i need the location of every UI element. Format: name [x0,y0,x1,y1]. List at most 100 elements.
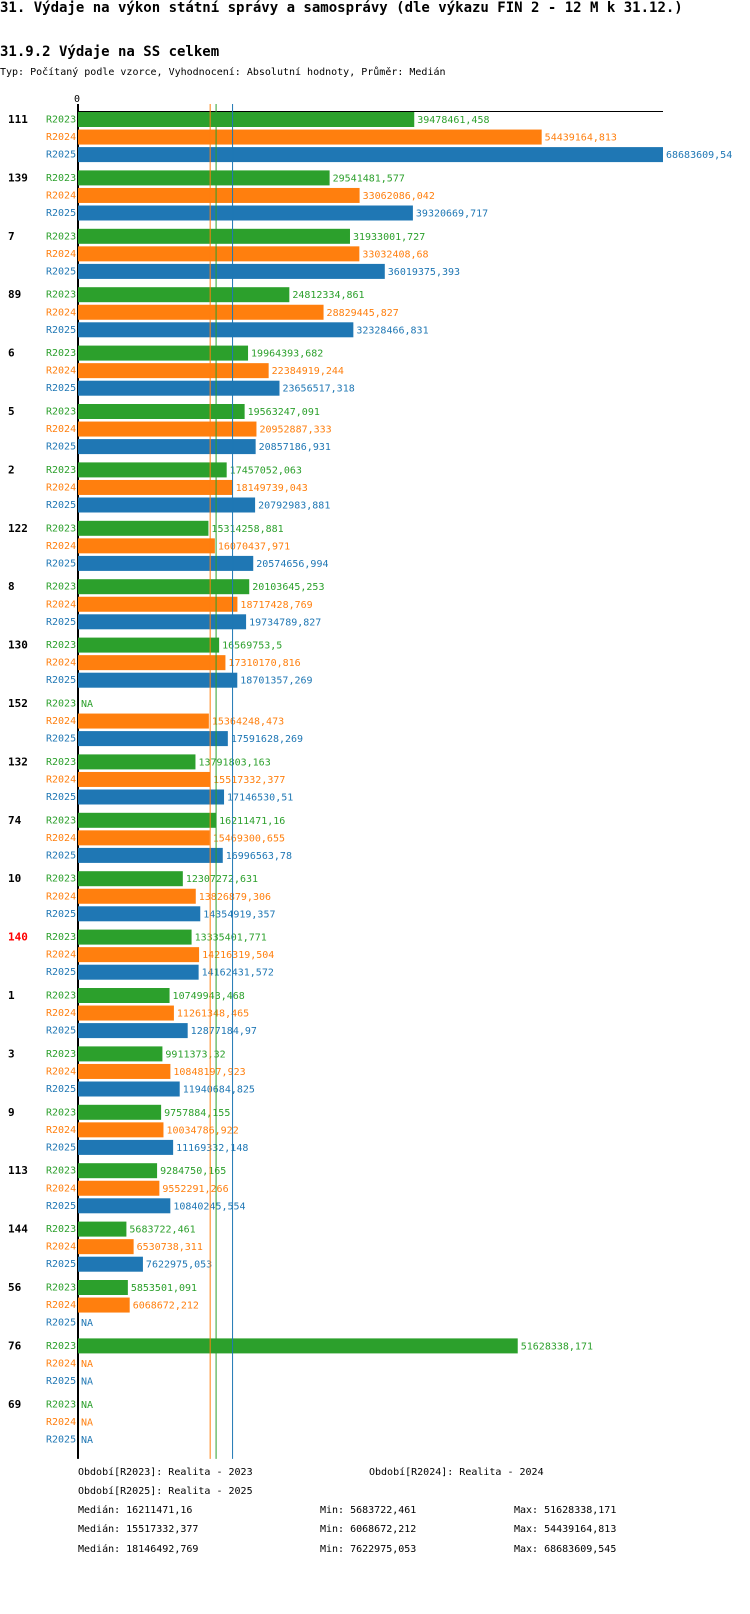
bar-111-R2025 [78,147,663,163]
series-label-6-R2025: R2025 [46,383,76,394]
category-label-139: 139 [8,171,28,184]
category-label-74: 74 [8,814,22,827]
value-label-56-R2023: 5853501,091 [131,1283,197,1294]
category-label-7: 7 [8,230,15,243]
series-label-2-R2023: R2023 [46,465,76,476]
bar-1-R2024 [78,1005,174,1021]
series-label-122-R2024: R2024 [46,541,76,552]
bar-9-R2024 [78,1122,164,1138]
bar-5-R2024 [78,421,257,437]
value-label-122-R2024: 16070437,971 [218,541,290,552]
bar-5-R2023 [78,404,245,419]
bar-74-R2024 [78,830,210,846]
value-label-74-R2023: 16211471,16 [219,816,285,827]
value-label-2-R2024: 18149739,043 [236,483,308,494]
category-label-152: 152 [8,697,28,710]
bar-74-R2023 [78,812,217,828]
page-title: 31. Výdaje na výkon státní správy a samo… [0,0,683,16]
series-label-3-R2025: R2025 [46,1084,76,1095]
series-label-9-R2025: R2025 [46,1142,76,1153]
axis-zero-label: 0 [74,94,80,105]
bar-7-R2023 [78,228,350,244]
value-label-152-R2025: 17591628,269 [231,734,303,745]
category-label-3: 3 [8,1047,15,1060]
value-label-74-R2025: 16996563,78 [226,851,292,862]
value-label-144-R2025: 7622975,053 [146,1260,212,1271]
series-label-111-R2023: R2023 [46,115,76,126]
bar-144-R2025 [78,1256,143,1272]
series-label-130-R2023: R2023 [46,640,76,651]
series-label-122-R2025: R2025 [46,558,76,569]
value-label-152-R2023: NA [81,699,93,710]
series-label-5-R2025: R2025 [46,442,76,453]
series-label-144-R2025: R2025 [46,1259,76,1270]
value-label-76-R2023: 51628338,171 [521,1341,593,1352]
value-label-10-R2025: 14354919,357 [203,909,275,920]
category-label-89: 89 [8,288,21,301]
category-label-140: 140 [8,931,28,944]
series-label-3-R2024: R2024 [46,1066,76,1077]
series-label-69-R2025: R2025 [46,1434,76,1445]
series-label-139-R2025: R2025 [46,208,76,219]
value-label-7-R2023: 31933001,727 [353,232,425,243]
bar-111-R2023 [78,112,415,127]
series-label-56-R2023: R2023 [46,1283,76,1294]
category-label-5: 5 [8,405,15,418]
stat-median-r2023: Medián: 16211471,16 [78,1505,193,1516]
series-label-1-R2023: R2023 [46,991,76,1002]
category-label-6: 6 [8,347,15,360]
bar-6-R2023 [78,345,249,361]
category-label-2: 2 [8,463,15,476]
series-label-74-R2024: R2024 [46,833,76,844]
value-label-1-R2025: 12877184,97 [191,1026,257,1037]
value-label-5-R2023: 19563247,091 [248,407,320,418]
bar-1-R2025 [78,1023,188,1039]
series-label-74-R2023: R2023 [46,815,76,826]
value-label-89-R2024: 28829445,827 [327,308,399,319]
series-label-140-R2023: R2023 [46,932,76,943]
bar-122-R2024 [78,538,215,554]
series-label-76-R2024: R2024 [46,1358,76,1369]
bar-10-R2023 [78,871,183,887]
value-label-56-R2024: 6068672,212 [133,1301,199,1312]
bar-76-R2023 [78,1338,518,1354]
value-label-139-R2023: 29541481,577 [333,173,405,184]
series-label-56-R2025: R2025 [46,1318,76,1329]
bar-2-R2025 [78,497,256,513]
bar-139-R2023 [78,170,330,186]
series-label-144-R2023: R2023 [46,1224,76,1235]
bar-7-R2025 [78,263,385,279]
bar-10-R2025 [78,906,201,922]
value-label-122-R2023: 15314258,881 [211,524,283,535]
value-label-56-R2025: NA [81,1318,93,1329]
value-label-69-R2025: NA [81,1435,93,1446]
series-label-5-R2023: R2023 [46,407,76,418]
bar-139-R2024 [78,187,360,203]
bar-113-R2024 [78,1180,160,1196]
bar-8-R2023 [78,579,250,595]
bar-139-R2025 [78,205,413,221]
series-label-10-R2024: R2024 [46,891,76,902]
bar-9-R2025 [78,1139,174,1155]
value-label-130-R2024: 17310170,816 [228,658,300,669]
bar-3-R2025 [78,1081,180,1097]
value-label-111-R2025: 68683609,54 [666,150,732,161]
bar-8-R2025 [78,614,247,630]
value-label-8-R2025: 19734789,827 [249,617,321,628]
bar-6-R2024 [78,363,269,379]
value-label-130-R2025: 18701357,269 [240,676,312,687]
series-label-152-R2024: R2024 [46,716,76,727]
series-label-1-R2025: R2025 [46,1026,76,1037]
bar-7-R2024 [78,246,360,262]
value-label-8-R2024: 18717428,769 [240,600,312,611]
stat-max-r2024: Max: 54439164,813 [514,1524,617,1535]
bar-144-R2024 [78,1239,134,1255]
bar-130-R2025 [78,672,238,688]
stat-median-r2025: Medián: 18146492,769 [78,1544,199,1555]
category-label-76: 76 [8,1339,22,1352]
series-label-144-R2024: R2024 [46,1242,76,1253]
value-label-76-R2025: NA [81,1377,93,1388]
series-label-1-R2024: R2024 [46,1008,76,1019]
value-label-111-R2023: 39478461,458 [417,115,489,126]
value-label-1-R2023: 10749943,468 [173,991,245,1002]
